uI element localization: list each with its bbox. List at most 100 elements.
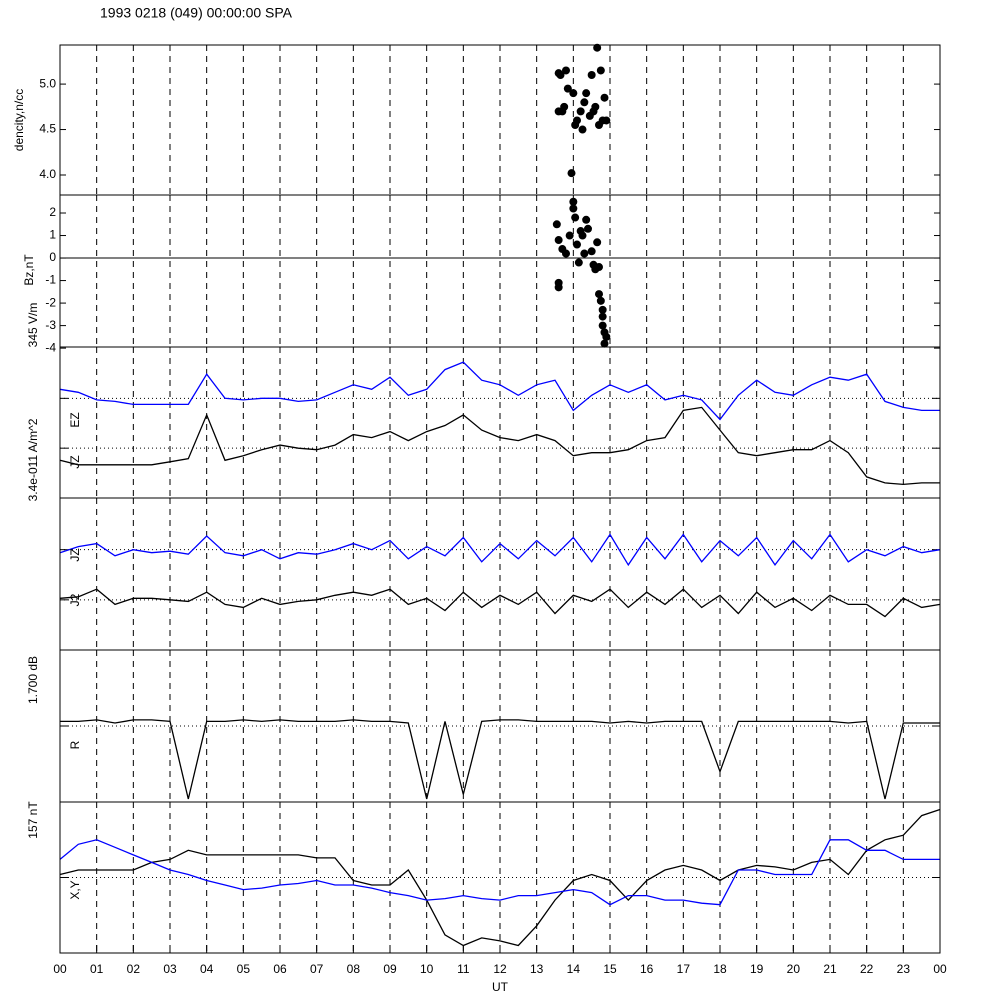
data-point bbox=[600, 339, 609, 348]
series-label: J2 bbox=[68, 593, 82, 606]
x-tick-label: 23 bbox=[897, 962, 911, 976]
x-tick-label: 06 bbox=[273, 962, 287, 976]
data-point bbox=[560, 102, 569, 111]
x-tick-label: 08 bbox=[347, 962, 361, 976]
x-tick-label: 18 bbox=[713, 962, 727, 976]
y-tick-label: 4.5 bbox=[39, 122, 56, 136]
x-tick-label: 20 bbox=[787, 962, 801, 976]
data-point bbox=[569, 197, 578, 206]
x-tick-label: 15 bbox=[603, 962, 617, 976]
x-tick-label: 04 bbox=[200, 962, 214, 976]
series-line bbox=[60, 719, 940, 800]
x-tick-label: 11 bbox=[457, 962, 470, 976]
series-line bbox=[59, 406, 940, 486]
y-tick-label: -4 bbox=[45, 340, 56, 354]
data-point bbox=[574, 258, 583, 267]
data-point bbox=[578, 231, 587, 240]
series-label: EZ bbox=[68, 412, 82, 427]
series-line bbox=[59, 533, 941, 567]
series-line bbox=[59, 839, 940, 906]
data-point bbox=[563, 84, 572, 93]
data-point bbox=[582, 215, 591, 224]
data-point bbox=[578, 125, 587, 134]
x-tick-label: 00 bbox=[933, 962, 947, 976]
series-label: R bbox=[68, 740, 82, 749]
x-tick-label: 05 bbox=[237, 962, 251, 976]
y-tick-label: -1 bbox=[45, 273, 56, 287]
data-point bbox=[596, 66, 605, 75]
data-point bbox=[587, 71, 596, 79]
data-point bbox=[556, 71, 565, 79]
y-tick-label: 4.0 bbox=[39, 167, 56, 181]
data-point bbox=[573, 240, 581, 249]
data-point bbox=[593, 238, 602, 247]
data-point bbox=[598, 312, 607, 321]
x-tick-label: 22 bbox=[860, 962, 874, 976]
data-point bbox=[584, 224, 592, 233]
data-point bbox=[602, 332, 611, 341]
series-label: JZ bbox=[68, 455, 82, 468]
y-tick-label: 0 bbox=[49, 250, 56, 264]
y-tick-label: -3 bbox=[45, 318, 56, 332]
y-axis-label: dencity,n/cc bbox=[12, 89, 26, 151]
data-point bbox=[571, 213, 580, 222]
y-tick-label: 5.0 bbox=[39, 76, 56, 90]
x-tick-label: 02 bbox=[127, 962, 141, 976]
data-point bbox=[602, 116, 611, 125]
x-tick-label: 03 bbox=[163, 962, 177, 976]
data-point bbox=[580, 249, 589, 258]
x-tick-label: 21 bbox=[823, 962, 837, 976]
data-point bbox=[598, 305, 607, 314]
x-tick-label: 12 bbox=[493, 962, 507, 976]
data-point bbox=[562, 249, 570, 258]
data-point bbox=[585, 111, 594, 120]
data-point bbox=[595, 290, 603, 299]
x-tick-label: 01 bbox=[90, 962, 104, 976]
data-point bbox=[565, 231, 574, 240]
x-tick-label: 14 bbox=[567, 962, 581, 976]
panel-label: X,Y bbox=[68, 880, 82, 899]
y-axis-label: 345 V/m bbox=[26, 303, 40, 348]
series-line bbox=[59, 361, 940, 421]
x-tick-label: 09 bbox=[383, 962, 397, 976]
data-point bbox=[562, 66, 570, 75]
data-point bbox=[600, 93, 609, 102]
x-tick-label: 00 bbox=[53, 962, 67, 976]
data-point bbox=[567, 169, 576, 178]
y-axis-label: Bz,nT bbox=[22, 254, 36, 286]
x-tick-label: 19 bbox=[750, 962, 764, 976]
data-point bbox=[569, 89, 578, 98]
y-tick-label: 1 bbox=[49, 228, 56, 242]
data-point bbox=[587, 247, 596, 256]
x-tick-label: 16 bbox=[640, 962, 654, 976]
data-point bbox=[580, 98, 589, 107]
x-tick-label: 13 bbox=[530, 962, 544, 976]
data-point bbox=[576, 107, 585, 116]
data-point bbox=[582, 89, 591, 98]
data-point bbox=[552, 220, 561, 229]
series-label: JZ bbox=[68, 548, 82, 561]
data-point bbox=[593, 43, 602, 52]
y-axis-label: 157 nT bbox=[26, 801, 40, 839]
series-line bbox=[59, 588, 941, 618]
y-axis-label: 3.4e-011 A/m^2 bbox=[26, 418, 40, 501]
data-point bbox=[573, 116, 581, 125]
x-tick-label: 17 bbox=[677, 962, 691, 976]
data-point bbox=[595, 263, 603, 272]
chart-title: 1993 0218 (049) 00:00:00 SPA bbox=[100, 5, 293, 21]
x-axis-label: UT bbox=[492, 980, 509, 994]
data-point bbox=[591, 102, 600, 111]
x-tick-label: 07 bbox=[310, 962, 324, 976]
x-tick-label: 10 bbox=[420, 962, 434, 976]
y-tick-label: -2 bbox=[45, 295, 56, 309]
y-tick-label: 2 bbox=[49, 205, 56, 219]
y-axis-label: 1.700 dB bbox=[26, 656, 40, 704]
data-point bbox=[554, 283, 563, 292]
data-point bbox=[598, 321, 607, 330]
series-line bbox=[59, 808, 941, 947]
data-point bbox=[569, 204, 578, 213]
data-point bbox=[554, 107, 563, 116]
data-point bbox=[596, 296, 605, 305]
data-point bbox=[554, 236, 563, 245]
